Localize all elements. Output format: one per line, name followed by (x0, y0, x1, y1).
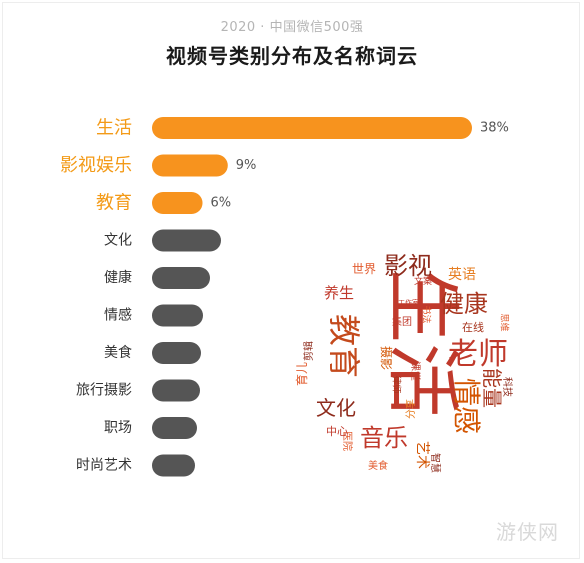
value-label-0: 38% (480, 121, 509, 136)
category-label-5: 情感 (104, 307, 132, 324)
category-label-9: 时尚艺术 (76, 458, 132, 474)
bar-7 (152, 379, 200, 402)
value-label-1: 9% (236, 158, 257, 173)
image-frame (2, 2, 580, 559)
category-label-6: 美食 (104, 344, 132, 361)
category-label-1: 影视娱乐 (60, 155, 132, 176)
category-label-2: 教育 (96, 193, 132, 214)
bar-2 (152, 192, 203, 214)
watermark: 游侠网 (496, 520, 559, 544)
subtitle: 2020 · 中国微信500强 (220, 20, 364, 35)
value-label-2: 6% (211, 196, 232, 211)
bar-6 (152, 342, 201, 364)
category-label-4: 健康 (104, 269, 132, 286)
bar-8 (152, 417, 197, 439)
bar-4 (152, 267, 210, 289)
category-label-7: 旅行摄影 (76, 383, 132, 399)
chart-title: 视频号类别分布及名称词云 (166, 44, 418, 68)
bar-5 (152, 304, 203, 327)
category-label-0: 生活 (96, 118, 132, 139)
bar-0 (152, 117, 472, 139)
bar-3 (152, 229, 221, 252)
category-label-8: 职场 (104, 420, 132, 436)
bar-9 (152, 454, 195, 477)
bar-1 (152, 154, 228, 177)
category-label-3: 文化 (104, 233, 132, 249)
